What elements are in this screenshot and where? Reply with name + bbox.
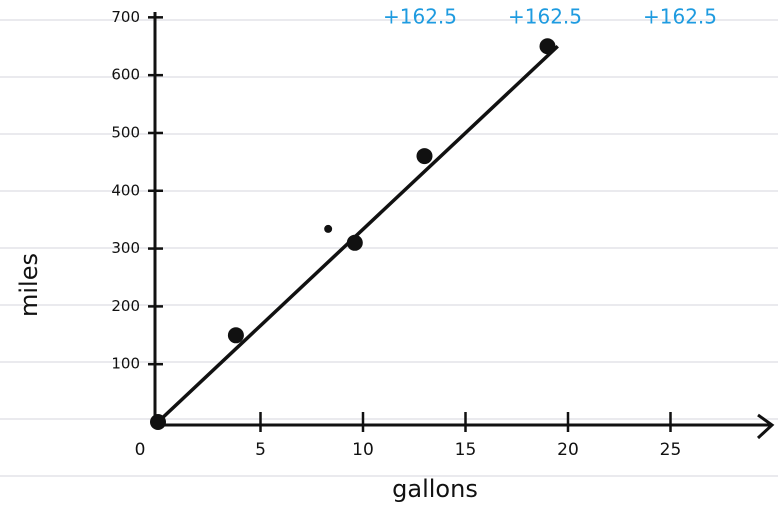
y-tick-label: 400 (111, 181, 140, 199)
y-tick-label: 600 (111, 66, 140, 84)
fit-line (158, 46, 558, 422)
chart: gallons miles 0 5 10 15 20 25 100 200 300 400 500 6… (0, 0, 778, 510)
x-tick-label: 15 (455, 440, 477, 460)
annotation: +162.5 (508, 5, 582, 29)
data-point (228, 327, 244, 343)
x-tick-label: 25 (660, 440, 682, 460)
data-point (347, 235, 363, 251)
y-tick-label: 200 (111, 297, 140, 315)
y-tick-label: 300 (111, 239, 140, 257)
data-point (417, 148, 433, 164)
y-tick-label: 100 (111, 355, 140, 373)
y-tick-label: 500 (111, 123, 140, 141)
x-axis-label: gallons (392, 475, 478, 503)
x-tick-label: 10 (352, 440, 374, 460)
x-tick-label: 0 (135, 440, 146, 460)
x-tick-label: 20 (557, 440, 579, 460)
data-point (150, 414, 166, 430)
annotation: +162.5 (383, 5, 457, 29)
x-tick-label: 5 (255, 440, 266, 460)
data-point (540, 38, 556, 54)
y-tick-label: 700 (111, 8, 140, 26)
annotation: +162.5 (643, 5, 717, 29)
y-axis-label: miles (15, 253, 43, 317)
data-point (324, 225, 332, 233)
